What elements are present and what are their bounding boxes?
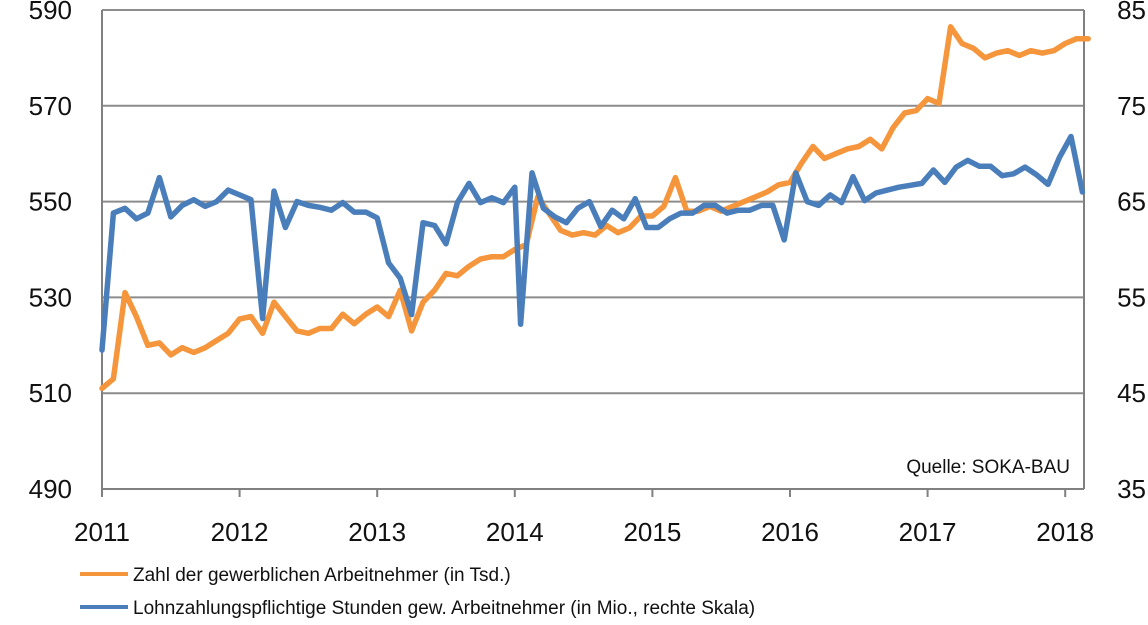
y-left-tick-550: 550 — [29, 187, 72, 217]
y-right-tick-85: 85 — [1117, 0, 1146, 25]
legend-label-0: Zahl der gewerblichen Arbeitnehmer (in T… — [133, 565, 511, 586]
gridlines — [102, 9, 1084, 490]
series-line-1 — [99, 133, 1086, 353]
x-tick-2015: 2015 — [623, 517, 681, 547]
y-left-tick-590: 590 — [29, 0, 72, 25]
y-right-tick-55: 55 — [1117, 282, 1146, 312]
legend-label-1: Lohnzahlungspflichtige Stunden gew. Arbe… — [133, 598, 755, 619]
legend-item-1: Lohnzahlungspflichtige Stunden gew. Arbe… — [80, 598, 755, 619]
x-tick-2017: 2017 — [899, 517, 957, 547]
x-tick-2013: 2013 — [348, 517, 406, 547]
y-left-tick-490: 490 — [29, 474, 72, 504]
legend: Zahl der gewerblichen Arbeitnehmer (in T… — [80, 565, 755, 619]
axes — [101, 10, 1085, 497]
x-tick-2012: 2012 — [211, 517, 269, 547]
y-left-tick-570: 570 — [29, 91, 72, 121]
x-tick-2016: 2016 — [761, 517, 819, 547]
y-right-tick-45: 45 — [1117, 378, 1146, 408]
legend-item-0: Zahl der gewerblichen Arbeitnehmer (in T… — [80, 565, 511, 586]
y-right-tick-75: 75 — [1117, 91, 1146, 121]
y-left-tick-510: 510 — [29, 378, 72, 408]
x-tick-2011: 2011 — [74, 517, 130, 547]
series-lines — [99, 24, 1091, 392]
y-right-tick-35: 35 — [1117, 474, 1146, 504]
source-note: Quelle: SOKA-BAU — [906, 457, 1070, 478]
y-right-tick-65: 65 — [1117, 187, 1146, 217]
series-line-0 — [99, 24, 1091, 392]
x-tick-2014: 2014 — [486, 517, 544, 547]
x-tick-2018: 2018 — [1036, 517, 1094, 547]
y-left-tick-530: 530 — [29, 282, 72, 312]
tick-labels: 590 570 550 530 510 490 85 75 65 55 45 35 2011 2012 20… — [29, 0, 1146, 547]
